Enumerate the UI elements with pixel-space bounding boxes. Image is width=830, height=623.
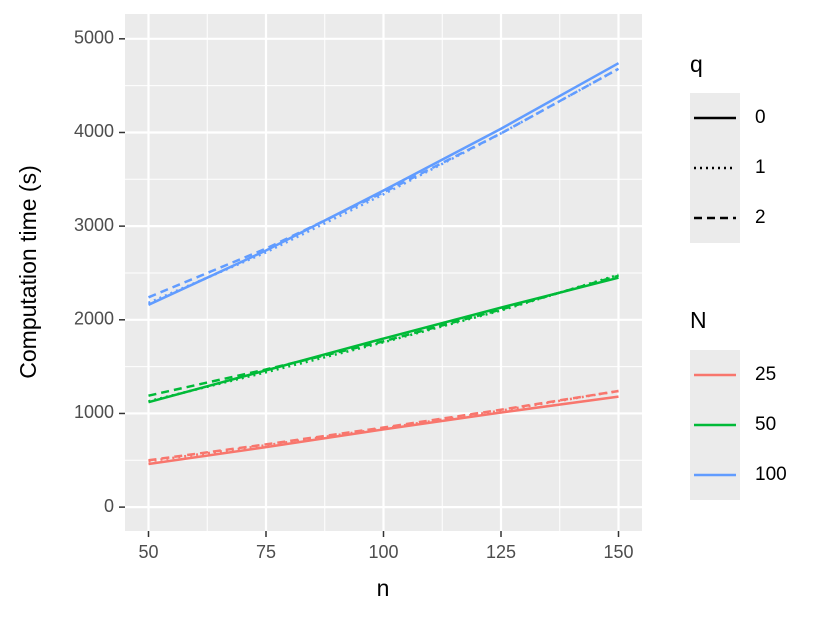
- x-tick-label: 125: [486, 542, 516, 562]
- y-tick-label: 4000: [74, 121, 114, 141]
- legend-title: N: [690, 307, 707, 333]
- legend-label: 2: [755, 207, 766, 228]
- x-tick-label: 100: [368, 542, 398, 562]
- x-tick-label: 150: [603, 542, 633, 562]
- y-tick-label: 0: [104, 496, 114, 516]
- legend-label: 50: [755, 414, 776, 435]
- legend-label: 25: [755, 364, 776, 385]
- x-tick-label: 75: [256, 542, 276, 562]
- y-tick-label: 1000: [74, 402, 114, 422]
- series-line: [148, 67, 620, 299]
- legend-label: 100: [755, 464, 787, 485]
- series-line: [148, 395, 619, 466]
- series-line: [148, 274, 619, 397]
- legend-title: q: [690, 51, 703, 77]
- series-line: [148, 67, 620, 305]
- y-tick-label: 5000: [74, 28, 114, 48]
- series-line: [148, 389, 619, 462]
- legend-label: 0: [755, 107, 766, 128]
- y-tick-label: 3000: [74, 215, 114, 235]
- legend-label: 1: [755, 157, 766, 178]
- legend-key-background: [690, 93, 740, 243]
- y-axis-title: Computation time (s): [15, 165, 41, 378]
- y-tick-label: 2000: [74, 309, 114, 329]
- x-axis-title: n: [377, 575, 390, 601]
- x-tick-label: 50: [138, 542, 158, 562]
